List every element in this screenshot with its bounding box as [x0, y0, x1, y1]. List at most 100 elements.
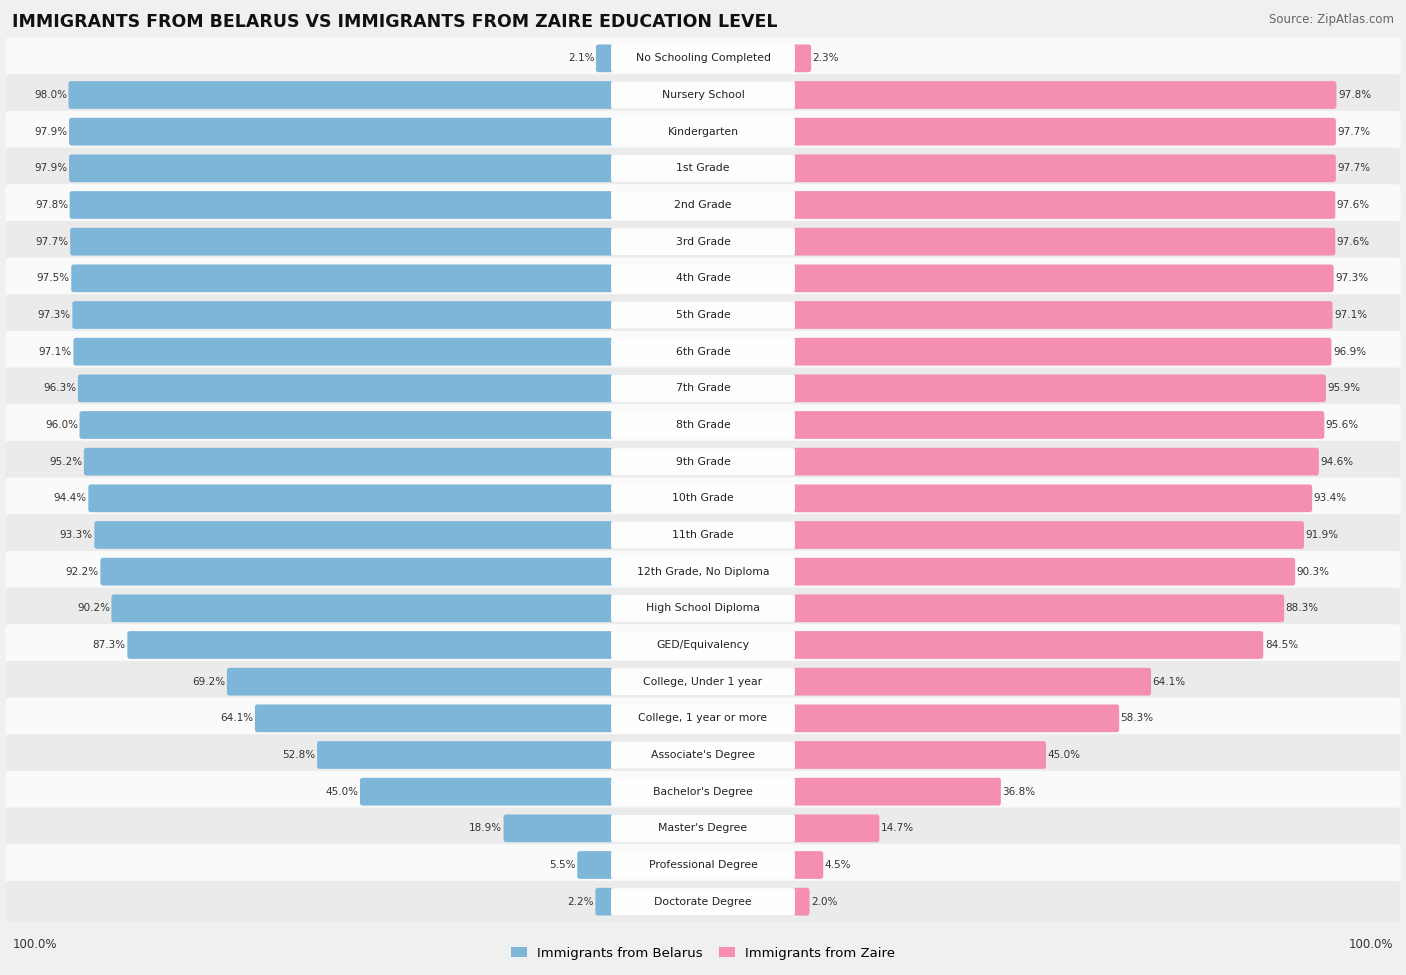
- Text: Doctorate Degree: Doctorate Degree: [654, 897, 752, 907]
- FancyBboxPatch shape: [612, 705, 794, 731]
- FancyBboxPatch shape: [596, 45, 613, 72]
- FancyBboxPatch shape: [6, 294, 1400, 335]
- Text: 58.3%: 58.3%: [1121, 714, 1154, 723]
- Text: 94.4%: 94.4%: [53, 493, 87, 503]
- FancyBboxPatch shape: [793, 228, 1336, 255]
- FancyBboxPatch shape: [6, 111, 1400, 152]
- FancyBboxPatch shape: [793, 374, 1326, 403]
- FancyBboxPatch shape: [595, 888, 613, 916]
- FancyBboxPatch shape: [612, 118, 794, 145]
- Text: 9th Grade: 9th Grade: [676, 456, 730, 467]
- Text: 97.6%: 97.6%: [1337, 200, 1369, 210]
- FancyBboxPatch shape: [6, 74, 1400, 116]
- FancyBboxPatch shape: [6, 220, 1400, 262]
- Text: 96.3%: 96.3%: [44, 383, 76, 393]
- FancyBboxPatch shape: [226, 668, 613, 695]
- FancyBboxPatch shape: [80, 411, 613, 439]
- Text: 10th Grade: 10th Grade: [672, 493, 734, 503]
- FancyBboxPatch shape: [793, 668, 1152, 695]
- Text: 97.3%: 97.3%: [1336, 273, 1368, 284]
- Text: No Schooling Completed: No Schooling Completed: [636, 54, 770, 63]
- FancyBboxPatch shape: [612, 522, 794, 548]
- FancyBboxPatch shape: [6, 514, 1400, 556]
- FancyBboxPatch shape: [6, 551, 1400, 593]
- FancyBboxPatch shape: [612, 82, 794, 108]
- Text: 97.1%: 97.1%: [1334, 310, 1367, 320]
- Text: 45.0%: 45.0%: [1047, 750, 1080, 760]
- Text: 18.9%: 18.9%: [470, 823, 502, 834]
- Text: 97.3%: 97.3%: [38, 310, 70, 320]
- Text: 14.7%: 14.7%: [880, 823, 914, 834]
- FancyBboxPatch shape: [612, 778, 794, 805]
- FancyBboxPatch shape: [89, 485, 613, 512]
- FancyBboxPatch shape: [612, 815, 794, 841]
- FancyBboxPatch shape: [6, 147, 1400, 189]
- FancyBboxPatch shape: [793, 191, 1336, 218]
- Text: 69.2%: 69.2%: [193, 677, 225, 686]
- FancyBboxPatch shape: [612, 632, 794, 658]
- Text: 2.1%: 2.1%: [568, 54, 595, 63]
- FancyBboxPatch shape: [612, 155, 794, 181]
- FancyBboxPatch shape: [6, 37, 1400, 79]
- FancyBboxPatch shape: [612, 265, 794, 292]
- FancyBboxPatch shape: [69, 154, 613, 182]
- FancyBboxPatch shape: [360, 778, 613, 805]
- Text: 95.9%: 95.9%: [1327, 383, 1361, 393]
- FancyBboxPatch shape: [793, 521, 1303, 549]
- Text: 64.1%: 64.1%: [221, 714, 253, 723]
- Text: College, Under 1 year: College, Under 1 year: [644, 677, 762, 686]
- FancyBboxPatch shape: [6, 257, 1400, 299]
- FancyBboxPatch shape: [6, 184, 1400, 226]
- Text: 98.0%: 98.0%: [34, 90, 67, 100]
- Text: 52.8%: 52.8%: [283, 750, 315, 760]
- FancyBboxPatch shape: [503, 814, 613, 842]
- Text: Professional Degree: Professional Degree: [648, 860, 758, 870]
- FancyBboxPatch shape: [6, 478, 1400, 519]
- FancyBboxPatch shape: [6, 661, 1400, 703]
- Text: High School Diploma: High School Diploma: [647, 604, 759, 613]
- FancyBboxPatch shape: [69, 81, 613, 109]
- Text: 4.5%: 4.5%: [825, 860, 851, 870]
- Text: 3rd Grade: 3rd Grade: [675, 237, 731, 247]
- Text: 91.9%: 91.9%: [1305, 530, 1339, 540]
- FancyBboxPatch shape: [6, 807, 1400, 849]
- FancyBboxPatch shape: [318, 741, 613, 769]
- Text: Bachelor's Degree: Bachelor's Degree: [652, 787, 754, 797]
- Text: 8th Grade: 8th Grade: [676, 420, 730, 430]
- FancyBboxPatch shape: [70, 228, 613, 255]
- FancyBboxPatch shape: [793, 154, 1336, 182]
- FancyBboxPatch shape: [612, 192, 794, 218]
- Text: 84.5%: 84.5%: [1265, 640, 1298, 650]
- Text: 97.9%: 97.9%: [34, 127, 67, 136]
- Text: 88.3%: 88.3%: [1285, 604, 1319, 613]
- Text: Kindergarten: Kindergarten: [668, 127, 738, 136]
- FancyBboxPatch shape: [6, 588, 1400, 629]
- FancyBboxPatch shape: [6, 697, 1400, 739]
- Text: 96.0%: 96.0%: [45, 420, 77, 430]
- Text: 97.6%: 97.6%: [1337, 237, 1369, 247]
- FancyBboxPatch shape: [612, 411, 794, 439]
- FancyBboxPatch shape: [793, 411, 1324, 439]
- FancyBboxPatch shape: [70, 191, 613, 218]
- FancyBboxPatch shape: [612, 338, 794, 365]
- FancyBboxPatch shape: [6, 368, 1400, 410]
- Text: 5th Grade: 5th Grade: [676, 310, 730, 320]
- FancyBboxPatch shape: [612, 485, 794, 512]
- Text: 2.2%: 2.2%: [568, 897, 593, 907]
- Text: 2nd Grade: 2nd Grade: [675, 200, 731, 210]
- FancyBboxPatch shape: [6, 405, 1400, 446]
- FancyBboxPatch shape: [793, 741, 1046, 769]
- Text: 97.5%: 97.5%: [37, 273, 70, 284]
- FancyBboxPatch shape: [793, 301, 1333, 329]
- Text: Nursery School: Nursery School: [662, 90, 744, 100]
- FancyBboxPatch shape: [612, 668, 794, 695]
- Text: 100.0%: 100.0%: [13, 939, 58, 952]
- FancyBboxPatch shape: [77, 374, 613, 403]
- Text: 93.4%: 93.4%: [1313, 493, 1347, 503]
- Text: 97.9%: 97.9%: [34, 164, 67, 174]
- FancyBboxPatch shape: [6, 624, 1400, 666]
- Text: 1st Grade: 1st Grade: [676, 164, 730, 174]
- Text: 97.7%: 97.7%: [1337, 164, 1371, 174]
- FancyBboxPatch shape: [84, 448, 613, 476]
- FancyBboxPatch shape: [6, 441, 1400, 483]
